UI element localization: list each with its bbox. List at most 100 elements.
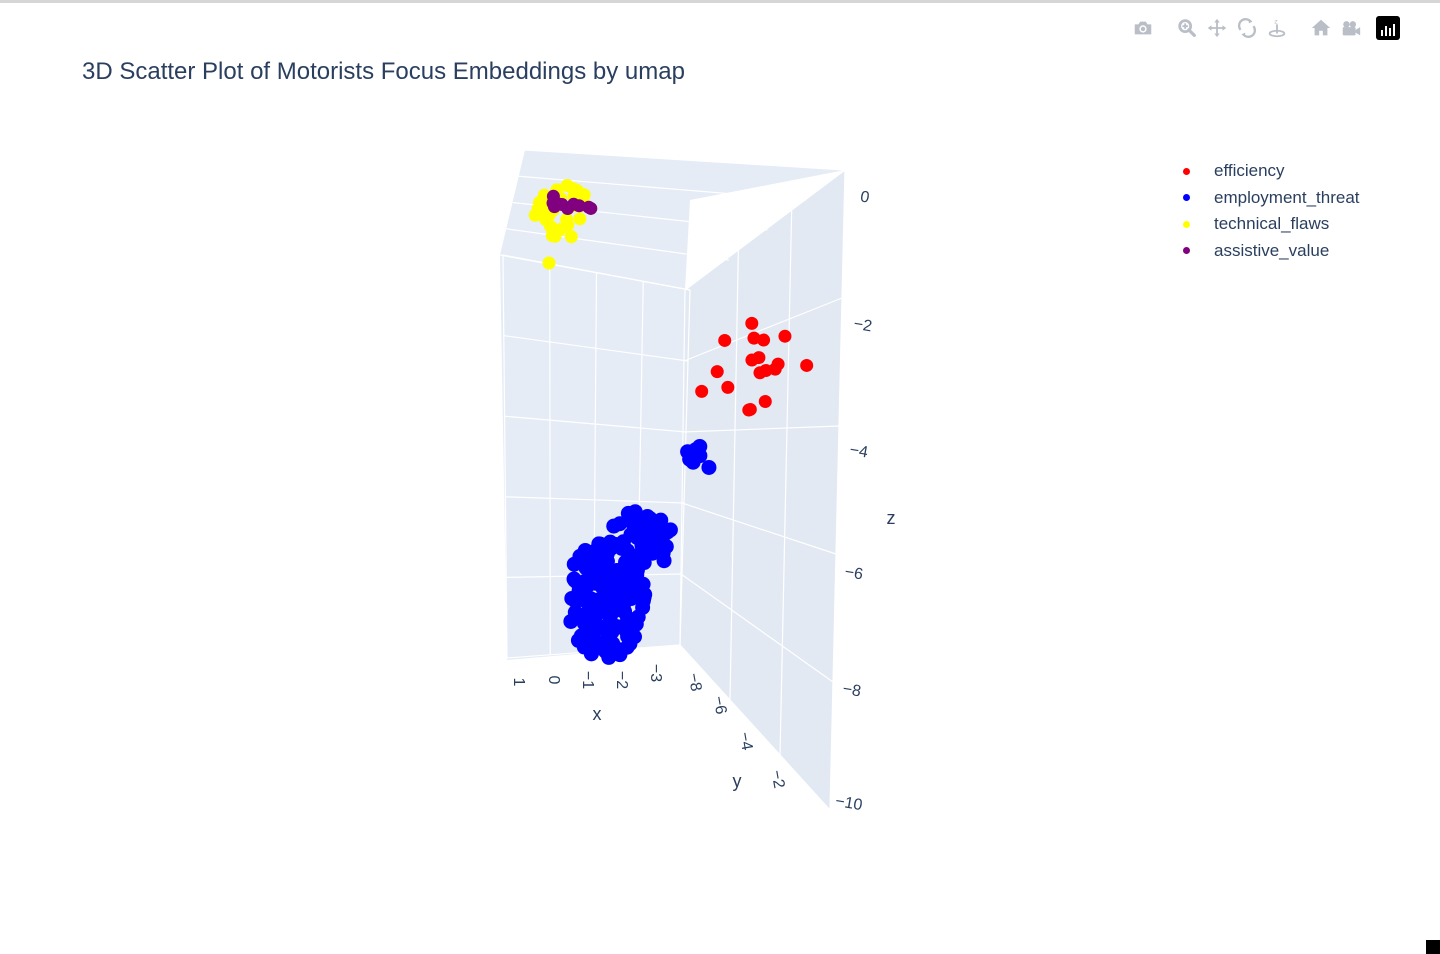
point-efficiency	[742, 403, 756, 417]
gridline	[829, 169, 846, 811]
point-employment_threat	[620, 628, 636, 644]
z-tick-label: −2	[852, 316, 873, 336]
point-employment_threat	[581, 577, 597, 593]
point-employment_threat	[602, 620, 618, 636]
z-tick-label: −10	[834, 793, 864, 814]
plotly-logo-icon[interactable]	[1376, 16, 1400, 40]
gridline	[506, 228, 729, 261]
z-axis-label: z	[887, 508, 896, 528]
legend: efficiency employment_threat technical_fla…	[1176, 158, 1360, 264]
point-employment_threat	[601, 537, 617, 553]
svg-text:z: z	[1274, 17, 1278, 25]
gridline	[502, 254, 508, 659]
point-technical_flaws	[573, 212, 587, 226]
point-employment_threat	[587, 556, 603, 572]
x-axis-label: x	[593, 704, 602, 724]
point-employment_threat	[580, 634, 596, 650]
point-efficiency	[757, 333, 771, 347]
point-efficiency	[800, 358, 814, 372]
gridline	[681, 502, 837, 555]
orbit-rotation-icon[interactable]	[1232, 14, 1262, 42]
legend-label: efficiency	[1214, 161, 1285, 181]
z-tick-label: 0	[859, 188, 871, 206]
gridline	[679, 289, 686, 646]
point-employment_threat	[662, 522, 678, 538]
pan-icon[interactable]	[1202, 14, 1232, 42]
point-employment_threat	[619, 639, 635, 655]
point-employment_threat	[628, 616, 644, 632]
gridline	[683, 297, 843, 362]
legend-item-assistive_value[interactable]: assistive_value	[1176, 238, 1360, 265]
y-axis-label: y	[733, 771, 742, 791]
point-employment_threat	[629, 511, 645, 527]
point-employment_threat	[592, 597, 608, 613]
y-tick-label: −6	[709, 695, 729, 716]
point-efficiency	[745, 316, 759, 330]
point-employment_threat	[615, 534, 631, 550]
point-efficiency	[758, 395, 772, 409]
point-employment_threat	[655, 545, 671, 561]
point-assistive_value	[572, 199, 586, 213]
point-employment_threat	[571, 608, 587, 624]
gridline	[524, 149, 846, 171]
gridline	[684, 169, 846, 291]
point-efficiency	[745, 353, 759, 367]
modebar: z	[1128, 14, 1400, 42]
scene-right-wall	[680, 170, 845, 810]
point-employment_threat	[575, 554, 591, 570]
legend-marker	[1183, 220, 1190, 228]
y-tick-label: −4	[735, 731, 755, 752]
legend-marker	[1183, 194, 1190, 202]
point-efficiency	[721, 380, 735, 394]
point-employment_threat	[602, 607, 618, 623]
point-employment_threat	[653, 512, 669, 528]
window-corner	[1426, 940, 1440, 954]
x-tick-label: 0	[545, 676, 562, 685]
point-efficiency	[768, 362, 782, 376]
turntable-rotation-icon[interactable]: z	[1262, 14, 1292, 42]
point-efficiency	[710, 365, 724, 379]
legend-item-technical_flaws[interactable]: technical_flaws	[1176, 211, 1360, 238]
point-employment_threat	[639, 534, 655, 550]
point-employment_threat	[612, 592, 628, 608]
camera-view-icon[interactable]	[1336, 14, 1366, 42]
point-technical_flaws	[566, 182, 580, 196]
point-employment_threat	[645, 545, 661, 561]
legend-item-efficiency[interactable]: efficiency	[1176, 158, 1360, 185]
point-technical_flaws	[535, 197, 549, 211]
legend-label: employment_threat	[1214, 187, 1360, 207]
point-efficiency	[718, 333, 732, 347]
scene-back-wall	[500, 150, 845, 660]
gridline	[499, 254, 691, 291]
zoom-icon[interactable]	[1172, 14, 1202, 42]
point-employment_threat	[631, 577, 647, 593]
gridline	[679, 289, 691, 646]
point-assistive_value	[546, 189, 560, 203]
point-technical_flaws	[544, 219, 558, 233]
point-employment_threat	[612, 516, 628, 532]
point-employment_threat	[605, 637, 621, 653]
point-employment_threat	[701, 459, 717, 475]
point-employment_threat	[566, 571, 582, 587]
scene-floor-gap	[507, 645, 830, 810]
x-tick-label: 1	[510, 678, 527, 687]
legend-label: technical_flaws	[1214, 214, 1330, 234]
gridline	[779, 209, 793, 756]
z-tick-label: −6	[843, 564, 864, 584]
legend-label: assistive_value	[1214, 240, 1330, 260]
point-efficiency	[695, 384, 709, 398]
point-employment_threat	[650, 528, 666, 544]
point-assistive_value	[584, 201, 598, 215]
home-icon[interactable]	[1306, 14, 1336, 42]
point-technical_flaws	[564, 230, 578, 244]
x-tick-label: −2	[613, 671, 630, 689]
gridline	[682, 425, 840, 433]
point-employment_threat	[583, 646, 599, 662]
gridline	[679, 644, 831, 811]
point-employment_threat	[618, 554, 634, 570]
legend-marker	[1183, 167, 1190, 175]
y-tick-label: −2	[767, 769, 787, 790]
camera-icon[interactable]	[1128, 14, 1158, 42]
legend-item-employment_threat[interactable]: employment_threat	[1176, 185, 1360, 212]
